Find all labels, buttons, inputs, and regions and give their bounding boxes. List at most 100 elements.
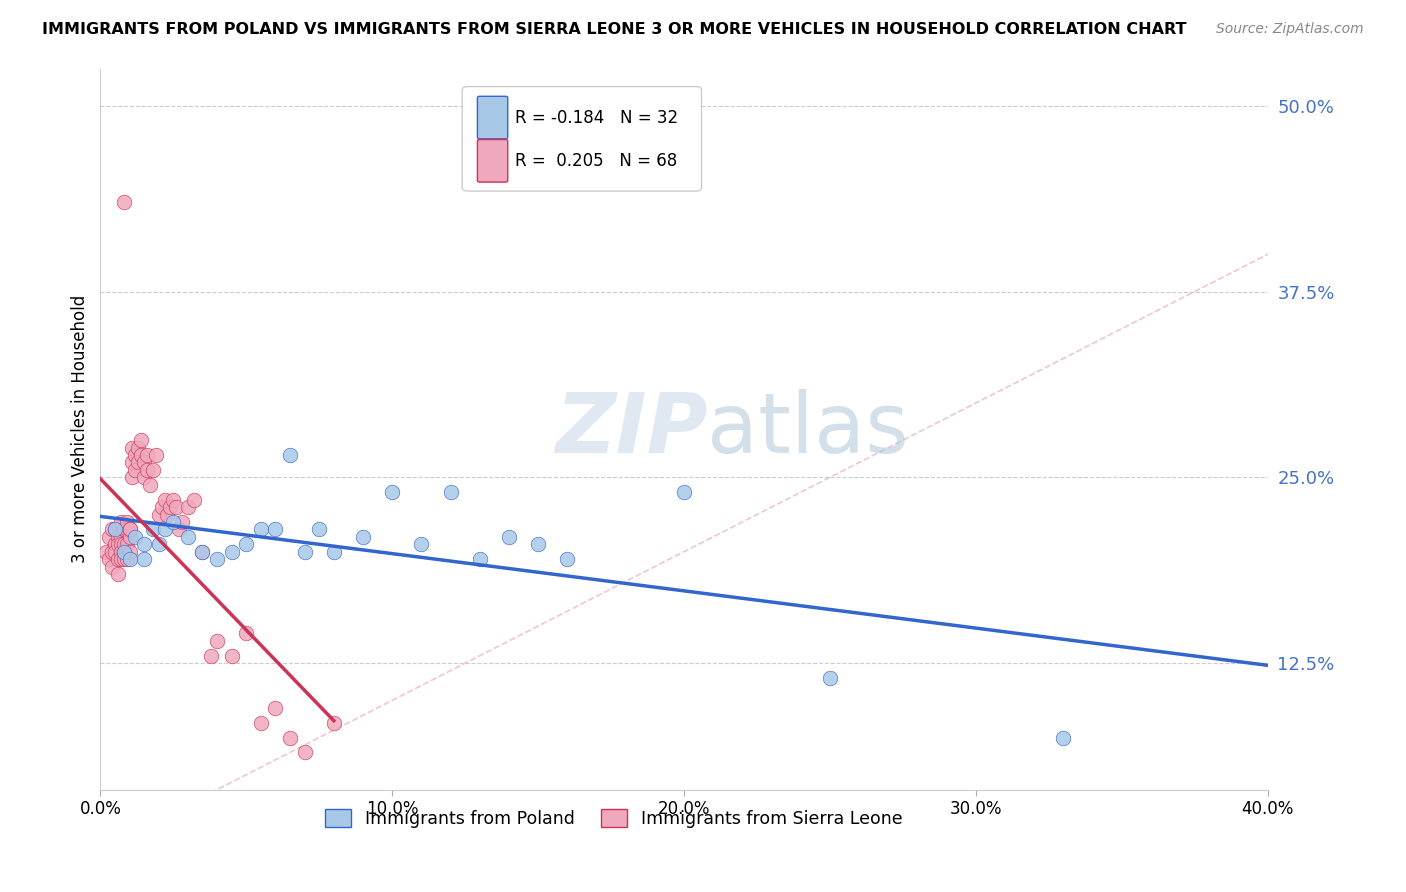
Point: [124, 530, 146, 544]
Point: [104, 544, 127, 558]
Point: [250, 522, 273, 536]
Point: [121, 455, 143, 469]
Point: [170, 515, 193, 529]
Point: [115, 537, 138, 551]
Point: [322, 715, 344, 730]
Point: [322, 544, 344, 558]
Point: [112, 552, 135, 566]
Point: [278, 448, 301, 462]
Point: [107, 552, 129, 566]
Point: [118, 530, 141, 544]
Point: [153, 492, 176, 507]
Point: [110, 537, 132, 551]
Point: [110, 515, 132, 529]
Point: [134, 537, 156, 551]
Point: [136, 448, 159, 462]
Point: [1052, 731, 1074, 745]
Point: [672, 485, 695, 500]
Point: [264, 700, 287, 714]
Point: [294, 544, 316, 558]
Point: [118, 552, 141, 566]
Point: [112, 544, 135, 558]
Point: [221, 544, 243, 558]
Point: [134, 552, 156, 566]
Point: [352, 530, 374, 544]
Point: [118, 544, 141, 558]
Point: [121, 441, 143, 455]
Point: [112, 537, 135, 551]
Point: [142, 463, 165, 477]
Point: [110, 552, 132, 566]
Point: [101, 522, 124, 536]
Point: [134, 470, 156, 484]
Point: [115, 522, 138, 536]
FancyBboxPatch shape: [478, 139, 508, 182]
Point: [118, 522, 141, 536]
Point: [167, 522, 190, 536]
Point: [205, 552, 228, 566]
Point: [191, 544, 214, 558]
Point: [104, 522, 127, 536]
Point: [127, 455, 149, 469]
Point: [112, 195, 135, 210]
Point: [142, 522, 165, 536]
Point: [124, 463, 146, 477]
FancyBboxPatch shape: [478, 96, 508, 139]
Point: [118, 522, 141, 536]
Point: [110, 544, 132, 558]
Point: [110, 530, 132, 544]
Point: [98, 530, 121, 544]
Point: [98, 552, 121, 566]
Point: [205, 633, 228, 648]
Point: [139, 477, 162, 491]
Text: R = -0.184   N = 32: R = -0.184 N = 32: [515, 109, 678, 127]
Point: [112, 522, 135, 536]
Point: [235, 537, 257, 551]
Legend: Immigrants from Poland, Immigrants from Sierra Leone: Immigrants from Poland, Immigrants from …: [318, 802, 910, 835]
Point: [101, 559, 124, 574]
Point: [162, 492, 184, 507]
Point: [112, 522, 135, 536]
Point: [818, 671, 841, 685]
Point: [115, 515, 138, 529]
Point: [200, 648, 222, 663]
Point: [148, 537, 170, 551]
Point: [278, 731, 301, 745]
Point: [411, 537, 433, 551]
Point: [127, 441, 149, 455]
Point: [177, 500, 200, 514]
Y-axis label: 3 or more Vehicles in Household: 3 or more Vehicles in Household: [72, 295, 89, 563]
Text: atlas: atlas: [707, 389, 910, 469]
Point: [134, 455, 156, 469]
Point: [250, 715, 273, 730]
FancyBboxPatch shape: [463, 87, 702, 191]
Point: [136, 463, 159, 477]
Point: [145, 448, 167, 462]
Point: [156, 508, 179, 522]
Point: [439, 485, 461, 500]
Point: [107, 530, 129, 544]
Point: [308, 522, 330, 536]
Point: [104, 537, 127, 551]
Point: [124, 448, 146, 462]
Point: [104, 522, 127, 536]
Point: [555, 552, 578, 566]
Point: [264, 522, 287, 536]
Point: [148, 508, 170, 522]
Point: [129, 433, 152, 447]
Point: [112, 544, 135, 558]
Point: [294, 745, 316, 759]
Point: [221, 648, 243, 663]
Point: [165, 500, 187, 514]
Text: R =  0.205   N = 68: R = 0.205 N = 68: [515, 152, 678, 169]
Point: [107, 566, 129, 581]
Point: [150, 500, 173, 514]
Point: [235, 626, 257, 640]
Point: [498, 530, 520, 544]
Point: [191, 544, 214, 558]
Point: [101, 544, 124, 558]
Point: [468, 552, 491, 566]
Point: [96, 544, 118, 558]
Text: ZIP: ZIP: [555, 389, 707, 469]
Point: [162, 515, 184, 529]
